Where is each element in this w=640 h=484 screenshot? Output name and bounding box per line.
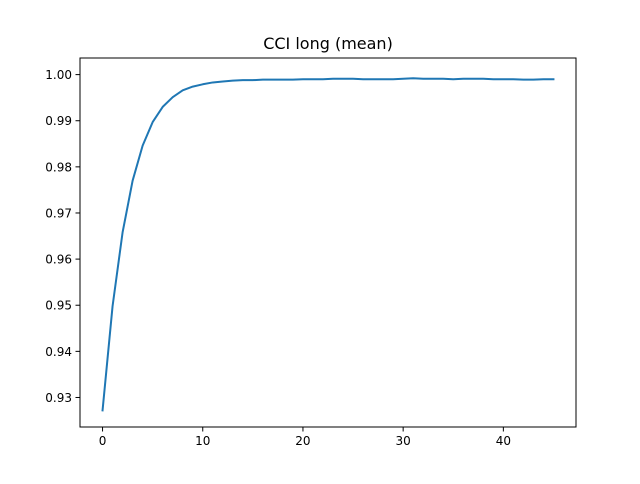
x-tick-label: 0 <box>99 434 107 448</box>
y-tick-label: 0.93 <box>45 391 72 405</box>
y-tick-label: 0.99 <box>45 114 72 128</box>
y-tick-label: 0.96 <box>45 253 72 267</box>
y-tick-label: 1.00 <box>45 68 72 82</box>
series-layer <box>101 77 555 412</box>
y-tick-label: 0.97 <box>45 206 72 220</box>
x-tick-label: 40 <box>496 434 511 448</box>
chart-title: CCI long (mean) <box>263 34 393 53</box>
series-line-0 <box>101 77 555 412</box>
x-axis-ticks: 0 10 20 30 40 <box>99 427 511 448</box>
y-tick-label: 0.95 <box>45 299 72 313</box>
y-axis-ticks: 0.93 0.94 0.95 0.96 0.97 0.98 0.99 1.00 <box>45 68 80 405</box>
y-tick-label: 0.94 <box>45 345 72 359</box>
y-tick-label: 0.98 <box>45 160 72 174</box>
x-tick-label: 10 <box>195 434 210 448</box>
plot-area-frame <box>79 57 577 428</box>
x-tick-label: 20 <box>295 434 310 448</box>
x-tick-label: 30 <box>396 434 411 448</box>
